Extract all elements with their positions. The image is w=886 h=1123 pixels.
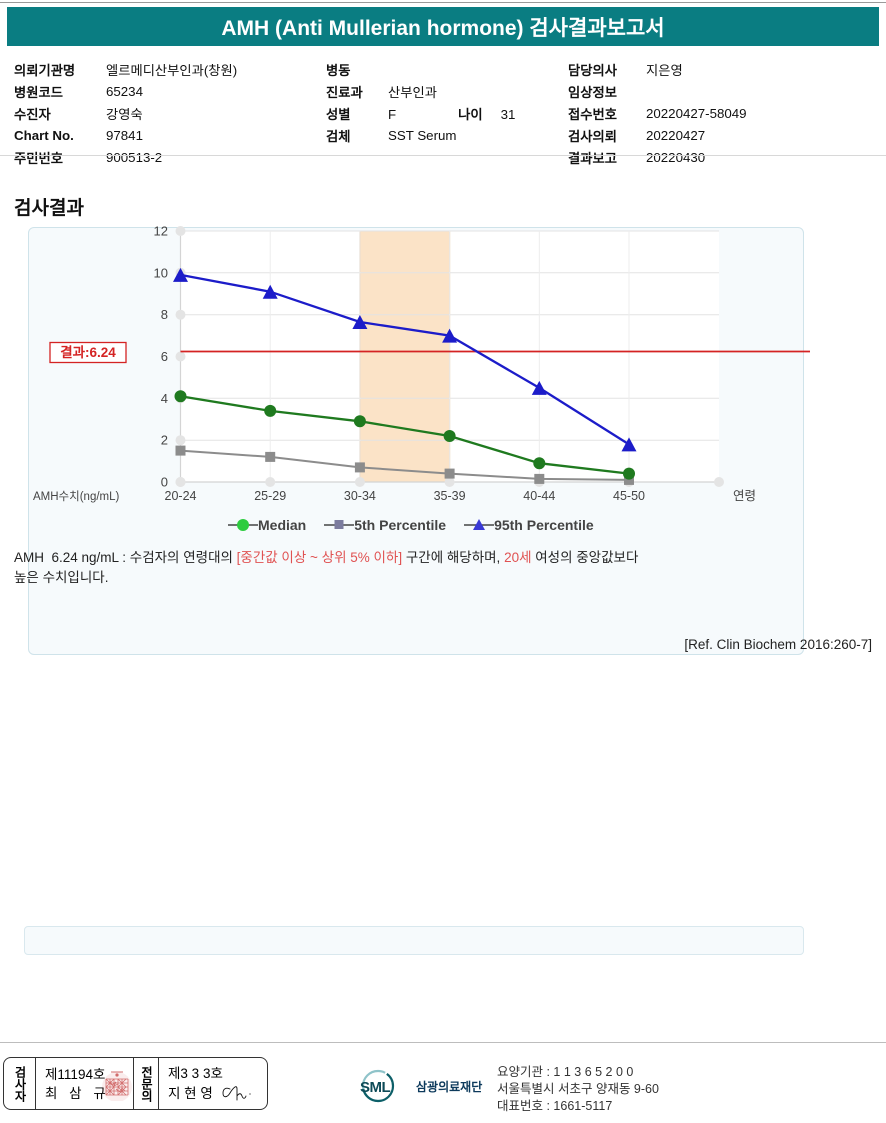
svg-text:8: 8 — [161, 307, 168, 322]
svg-text:결과:6.24: 결과:6.24 — [60, 344, 116, 360]
svg-text:40-44: 40-44 — [523, 489, 555, 503]
svg-text:10: 10 — [154, 265, 168, 280]
svg-text:AMH수치(ng/mL): AMH수치(ng/mL) — [33, 490, 120, 503]
svg-text:12: 12 — [154, 224, 168, 239]
svg-text:0: 0 — [161, 475, 168, 490]
svg-text:30-34: 30-34 — [344, 489, 376, 503]
svg-text:25-29: 25-29 — [254, 489, 286, 503]
svg-text:20-24: 20-24 — [165, 489, 197, 503]
svg-text:SML: SML — [360, 1079, 391, 1096]
svg-text:35-39: 35-39 — [434, 489, 466, 503]
svg-text:45-50: 45-50 — [613, 489, 645, 503]
svg-text:4: 4 — [161, 391, 168, 406]
svg-text:6: 6 — [161, 349, 168, 364]
svg-text:2: 2 — [161, 433, 168, 448]
svg-text:연령: 연령 — [733, 489, 756, 503]
